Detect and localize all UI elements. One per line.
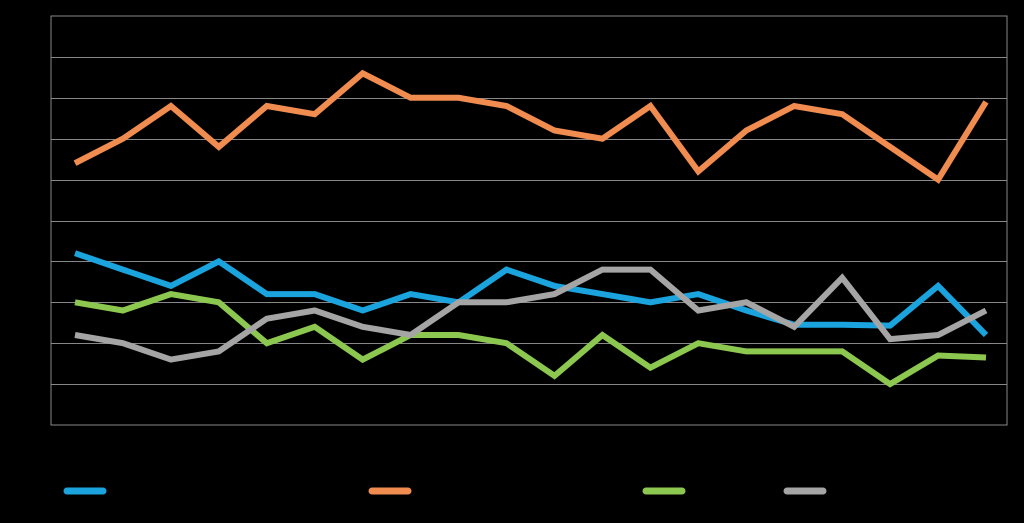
series-line-2: [73, 69, 989, 184]
series-line-3: [74, 291, 987, 388]
series-line-4: [74, 266, 988, 363]
series-line-1: [74, 250, 989, 338]
series-lines: [73, 69, 989, 388]
